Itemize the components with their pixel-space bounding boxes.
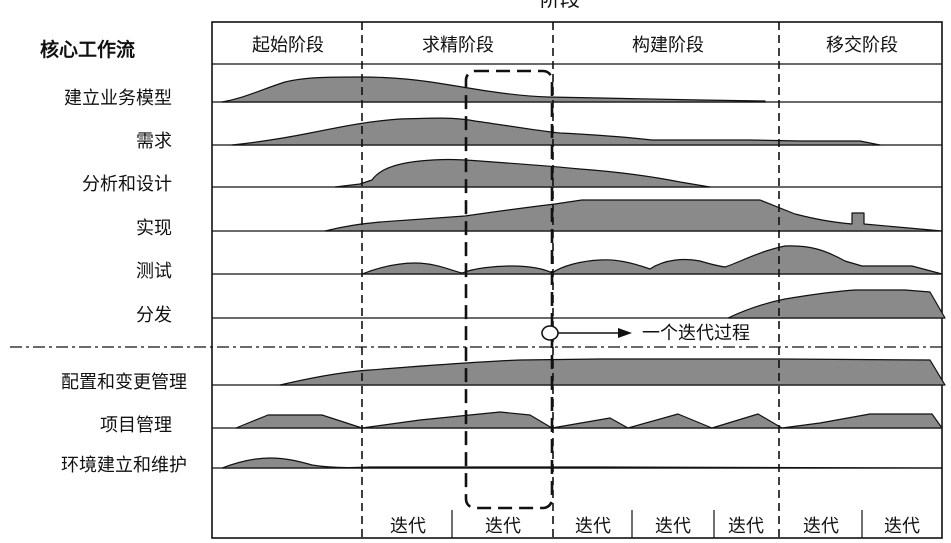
highlighted-iteration-box — [464, 69, 554, 510]
iteration-dividers — [451, 510, 863, 538]
curve-analysis-design — [334, 158, 711, 188]
iteration-label: 迭代 — [803, 516, 839, 537]
curve-requirements — [231, 117, 881, 146]
curve-test — [361, 245, 943, 275]
curve-project-mgmt — [235, 411, 943, 429]
iteration-label: 迭代 — [728, 516, 764, 537]
iteration-annotation-label: 一个迭代过程 — [642, 323, 750, 344]
iteration-label: 迭代 — [655, 516, 691, 537]
iteration-labels: 迭代 迭代 迭代 迭代 迭代 迭代 迭代 — [390, 516, 920, 537]
iteration-label: 迭代 — [390, 516, 426, 537]
iteration-label: 迭代 — [575, 516, 611, 537]
phase-label-inception: 起始阶段 — [252, 35, 324, 56]
phase-label-elaboration: 求精阶段 — [422, 35, 494, 56]
curve-deployment — [727, 289, 946, 319]
phase-label-construction: 构建阶段 — [632, 35, 704, 56]
header-partial: 阶段 — [540, 0, 580, 11]
curve-config-change-mgmt — [279, 358, 946, 386]
workflow-label-analysis-design: 分析和设计 — [82, 174, 172, 195]
workflow-curves — [221, 76, 946, 469]
diagram-frame — [211, 21, 943, 539]
core-workflows-title: 核心工作流 — [40, 38, 135, 61]
iteration-marker — [541, 325, 559, 341]
curve-environment — [221, 457, 943, 469]
workflow-label-business-modeling: 建立业务模型 — [64, 88, 172, 109]
arrowhead-icon — [618, 328, 632, 338]
workflow-label-config-change-mgmt: 配置和变更管理 — [61, 372, 187, 393]
iteration-annotation: 一个迭代过程 — [541, 323, 750, 344]
row-baselines — [212, 101, 942, 469]
iteration-label: 迭代 — [485, 516, 521, 537]
curve-implementation — [324, 199, 943, 232]
workflow-label-implementation: 实现 — [136, 218, 172, 239]
workflow-label-deployment: 分发 — [136, 305, 172, 326]
workflow-label-requirements: 需求 — [136, 131, 172, 152]
workflow-label-test: 测试 — [136, 261, 172, 282]
curve-business-modeling — [221, 76, 766, 103]
iteration-label: 迭代 — [884, 516, 920, 537]
workflow-label-environment: 环境建立和维护 — [61, 455, 187, 476]
phase-label-transition: 移交阶段 — [826, 35, 898, 56]
workflow-label-project-mgmt: 项目管理 — [100, 415, 172, 436]
